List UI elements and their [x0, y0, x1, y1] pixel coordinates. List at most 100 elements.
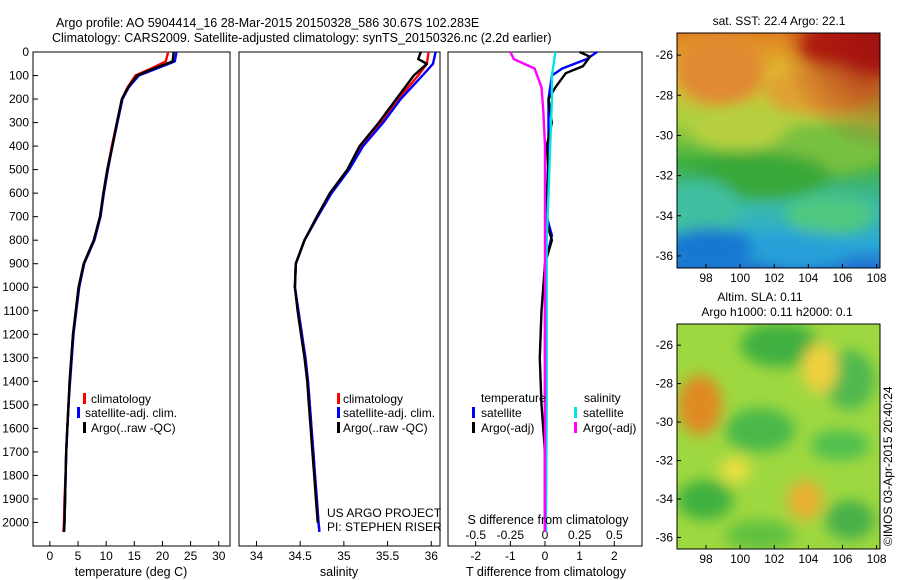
s-difference-tick-label: -0.5 — [465, 528, 486, 542]
depth-tick-label: 0 — [22, 45, 29, 59]
map-x-tick-label: 104 — [798, 271, 818, 285]
map-y-tick-label: -34 — [656, 209, 674, 223]
x-tick-label: 34.5 — [288, 549, 312, 563]
temperature-legend: climatology satellite-adj. clim. Argo(..… — [77, 392, 177, 435]
x-tick-label: 15 — [128, 549, 142, 563]
depth-tick-label: 100 — [9, 69, 29, 83]
map-y-tick-label: -32 — [656, 454, 674, 468]
project-credit: US ARGO PROJECT — [327, 506, 442, 520]
sla-map-ticks: 98 100 102 104 106 108 -26 -28 -30 -32 -34 -36 — [656, 338, 887, 566]
s-difference-tick-label: -0.25 — [497, 528, 525, 542]
map-x-tick-label: 102 — [764, 552, 784, 566]
sla-map-subtitle: Argo h1000: 0.11 h2000: 0.1 — [701, 305, 853, 319]
x-tick-label: 0 — [542, 549, 549, 563]
legend-label-t-satellite: satellite — [481, 406, 522, 420]
x-tick-label: 20 — [156, 549, 170, 563]
depth-tick-label: 900 — [9, 257, 29, 271]
map-y-tick-label: -26 — [656, 338, 674, 352]
salinity-panel-frame — [238, 51, 441, 547]
map-x-tick-label: 102 — [764, 271, 784, 285]
legend-label-climatology: climatology — [343, 392, 403, 406]
series-line-argo-adj — [509, 51, 547, 532]
temperature-axis-ticks: 0 5 10 15 20 25 30 — [47, 541, 226, 563]
depth-tick-label: 1500 — [2, 398, 29, 412]
depth-tick-label: 1900 — [2, 492, 29, 506]
difference-series-group — [509, 50, 598, 532]
s-difference-tick-label: 0.5 — [606, 528, 623, 542]
legend-label-argo: Argo(..raw -QC) — [91, 421, 176, 435]
s-difference-axis-ticks: -0.5 -0.25 0 0.25 0.5 — [465, 528, 623, 542]
x-tick-label: 5 — [75, 549, 82, 563]
t-difference-axis-ticks: -2 -1 0 1 2 — [470, 541, 618, 563]
depth-tick-label: 1300 — [2, 351, 29, 365]
map-x-tick-label: 98 — [699, 552, 713, 566]
map-y-tick-label: -30 — [656, 415, 674, 429]
depth-tick-label: 400 — [9, 139, 29, 153]
series-line-satellite-adj-clim — [293, 51, 437, 533]
x-tick-label: 1 — [576, 549, 583, 563]
sla-map-frame — [676, 323, 881, 550]
legend-swatch-climatology — [83, 393, 86, 404]
legend-label-s-argo: Argo(-adj) — [583, 421, 636, 435]
map-x-tick-label: 100 — [730, 552, 750, 566]
x-tick-label: -1 — [505, 549, 516, 563]
depth-tick-label: 1400 — [2, 374, 29, 388]
t-difference-axis-label: T difference from climatology — [466, 565, 627, 579]
depth-tick-label: 300 — [9, 116, 29, 130]
x-tick-label: 0 — [47, 549, 54, 563]
legend-label-satellite: satellite-adj. clim. — [85, 406, 177, 420]
sst-map-title: sat. SST: 22.4 Argo: 22.1 — [713, 14, 846, 28]
s-difference-tick-label: 0.25 — [568, 528, 592, 542]
map-x-tick-label: 98 — [699, 271, 713, 285]
legend-swatch-t-satellite — [472, 407, 475, 418]
legend-swatch-argo — [337, 422, 340, 433]
x-tick-label: -2 — [470, 549, 481, 563]
depth-tick-label: 1700 — [2, 445, 29, 459]
x-tick-label: 30 — [212, 549, 226, 563]
x-tick-label: 35.5 — [376, 549, 400, 563]
series-line-satellite — [544, 51, 557, 532]
difference-legend: temperature salinity satellite Argo(-adj… — [472, 391, 636, 435]
sla-heatmap — [677, 324, 880, 549]
x-tick-label: 25 — [184, 549, 198, 563]
temperature-series-group — [62, 51, 178, 532]
sst-map-frame — [676, 32, 881, 269]
figure-title: Argo profile: AO 5904414_16 28-Mar-2015 … — [56, 16, 479, 30]
map-y-tick-label: -34 — [656, 492, 674, 506]
salinity-series-group — [293, 51, 437, 533]
x-tick-label: 35 — [337, 549, 351, 563]
depth-tick-label: 1600 — [2, 421, 29, 435]
map-y-tick-label: -28 — [656, 88, 674, 102]
map-x-tick-label: 106 — [832, 552, 852, 566]
s-difference-axis-label: S difference from climatology — [468, 513, 630, 527]
temperature-panel-frame — [32, 51, 231, 547]
depth-tick-label: 700 — [9, 210, 29, 224]
map-y-tick-label: -36 — [656, 249, 674, 263]
depth-axis-ticks: 0 100 200 300 400 500 600 700 800 900 1000 1100 1200… — [2, 45, 38, 529]
map-x-tick-label: 106 — [832, 271, 852, 285]
salinity-axis-ticks: 34 34.5 35 35.5 36 — [250, 541, 438, 563]
series-line-argo-raw-qc — [62, 51, 175, 532]
sst-heatmap — [677, 33, 880, 268]
legend-swatch-t-argo — [472, 422, 475, 433]
depth-tick-label: 200 — [9, 92, 29, 106]
depth-tick-label: 1100 — [3, 304, 29, 318]
legend-swatch-satellite — [337, 407, 340, 418]
depth-tick-label: 2000 — [2, 515, 29, 529]
map-y-tick-label: -36 — [656, 530, 674, 544]
legend-swatch-argo — [83, 422, 86, 433]
map-x-tick-label: 100 — [730, 271, 750, 285]
series-line-argo-raw-qc — [293, 51, 429, 523]
depth-tick-label: 800 — [9, 233, 29, 247]
legend-swatch-climatology — [337, 393, 340, 404]
map-y-tick-label: -30 — [656, 128, 674, 142]
salinity-legend: climatology satellite-adj. clim. Argo(..… — [337, 392, 435, 435]
x-tick-label: 2 — [611, 549, 618, 563]
legend-label-climatology: climatology — [91, 392, 151, 406]
imos-watermark: ©IMOS 03-Apr-2015 20:40:24 — [881, 386, 895, 546]
salinity-axis-label: salinity — [320, 565, 359, 579]
series-line-satellite-adj-clim — [62, 51, 178, 532]
legend-swatch-s-satellite — [574, 407, 577, 418]
x-tick-label: 34 — [250, 549, 264, 563]
